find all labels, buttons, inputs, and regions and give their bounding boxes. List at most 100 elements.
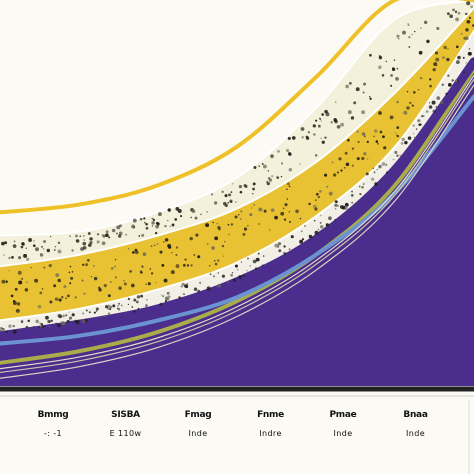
- speckle-dot: [309, 239, 311, 241]
- speckle-dot: [468, 16, 472, 20]
- speckle-dot: [17, 270, 22, 275]
- speckle-dot: [150, 272, 154, 275]
- speckle-dot: [246, 270, 248, 272]
- speckle-dot: [319, 221, 322, 224]
- speckle-dot: [284, 203, 288, 207]
- speckle-dot: [320, 120, 323, 122]
- speckle-dot: [212, 221, 214, 224]
- speckle-dot: [355, 87, 360, 92]
- speckle-dot: [423, 20, 428, 24]
- speckle-dot: [305, 135, 308, 138]
- speckle-dot: [314, 154, 318, 157]
- speckle-dot: [63, 285, 67, 289]
- speckle-dot: [221, 244, 225, 248]
- speckle-dot: [112, 304, 116, 308]
- speckle-dot: [363, 82, 366, 86]
- speckle-dot: [425, 110, 429, 113]
- speckle-dot: [257, 252, 260, 255]
- speckle-dot: [224, 194, 228, 198]
- speckle-dot: [455, 45, 459, 49]
- speckle-dot: [166, 291, 170, 295]
- speckle-dot: [428, 102, 431, 104]
- speckle-dot: [239, 218, 242, 220]
- speckle-dot: [93, 276, 98, 281]
- speckle-dot: [406, 90, 409, 93]
- speckle-dot: [209, 273, 212, 275]
- speckle-dot: [54, 246, 57, 248]
- speckle-dot: [413, 30, 416, 33]
- speckle-dot: [155, 221, 159, 225]
- speckle-dot: [167, 295, 171, 299]
- speckle-dot: [184, 258, 187, 261]
- speckle-dot: [390, 74, 393, 77]
- speckle-dot: [251, 207, 253, 209]
- speckle-dot: [351, 147, 355, 150]
- speckle-dot: [353, 101, 357, 105]
- speckle-dot: [171, 252, 173, 254]
- speckle-dot: [369, 53, 372, 57]
- speckle-dot: [117, 304, 119, 307]
- speckle-dot: [335, 101, 337, 103]
- speckle-dot: [224, 241, 226, 243]
- speckle-dot: [57, 249, 62, 254]
- speckle-dot: [68, 319, 71, 321]
- speckle-dot: [373, 171, 376, 174]
- speckle-dot: [1, 327, 5, 331]
- speckle-dot: [47, 319, 51, 324]
- speckle-dot: [43, 325, 46, 327]
- speckle-dot: [408, 46, 411, 48]
- speckle-dot: [3, 254, 5, 256]
- speckle-dot: [218, 228, 221, 231]
- speckle-dot: [8, 256, 11, 260]
- speckle-dot: [253, 204, 255, 206]
- speckle-dot: [182, 293, 186, 296]
- speckle-dot: [249, 265, 252, 267]
- speckle-dot: [32, 244, 36, 247]
- speckle-dot: [391, 67, 395, 70]
- speckle-dot: [150, 245, 153, 247]
- speckle-dot: [10, 294, 14, 298]
- speckle-dot: [0, 327, 3, 330]
- speckle-dot: [287, 182, 290, 186]
- speckle-dot: [262, 255, 265, 257]
- speckle-dot: [49, 236, 52, 238]
- speckle-dot: [263, 209, 267, 213]
- speckle-dot: [210, 193, 214, 196]
- speckle-dot: [299, 239, 304, 244]
- speckle-dot: [107, 306, 111, 311]
- speckle-dot: [447, 12, 450, 15]
- speckle-dot: [69, 235, 71, 237]
- speckle-dot: [254, 267, 258, 270]
- speckle-dot: [333, 173, 337, 177]
- speckle-dot: [435, 57, 440, 62]
- speckle-dot: [361, 110, 365, 115]
- speckle-dot: [193, 254, 196, 256]
- speckle-dot: [336, 125, 341, 129]
- speckle-dot: [311, 237, 313, 239]
- speckle-dot: [401, 137, 405, 142]
- speckle-dot: [230, 200, 233, 203]
- decorative-arc-2: [0, 78, 474, 374]
- speckle-dot: [258, 223, 260, 225]
- speckle-dot: [262, 164, 267, 169]
- series-3-line: [0, 57, 474, 341]
- speckle-dot: [159, 250, 163, 254]
- speckle-dot: [426, 39, 430, 44]
- speckle-dot: [230, 191, 233, 193]
- speckle-dot: [167, 208, 171, 212]
- speckle-dot: [143, 217, 146, 220]
- speckle-dot: [436, 96, 441, 100]
- series-7-line: [0, 0, 474, 215]
- x-tick-label: SISBA E 110w: [98, 410, 154, 441]
- speckle-dot: [288, 185, 291, 188]
- x-tick-label: Bnaa Inde: [388, 410, 444, 441]
- speckle-dot: [269, 229, 271, 231]
- speckle-dot: [217, 283, 221, 288]
- speckle-dot: [190, 264, 193, 267]
- speckle-dot: [258, 207, 263, 212]
- speckle-dot: [0, 329, 2, 332]
- speckle-dot: [465, 62, 467, 64]
- speckle-dot: [171, 223, 175, 227]
- speckle-dot: [61, 296, 64, 299]
- speckle-dot: [116, 225, 121, 230]
